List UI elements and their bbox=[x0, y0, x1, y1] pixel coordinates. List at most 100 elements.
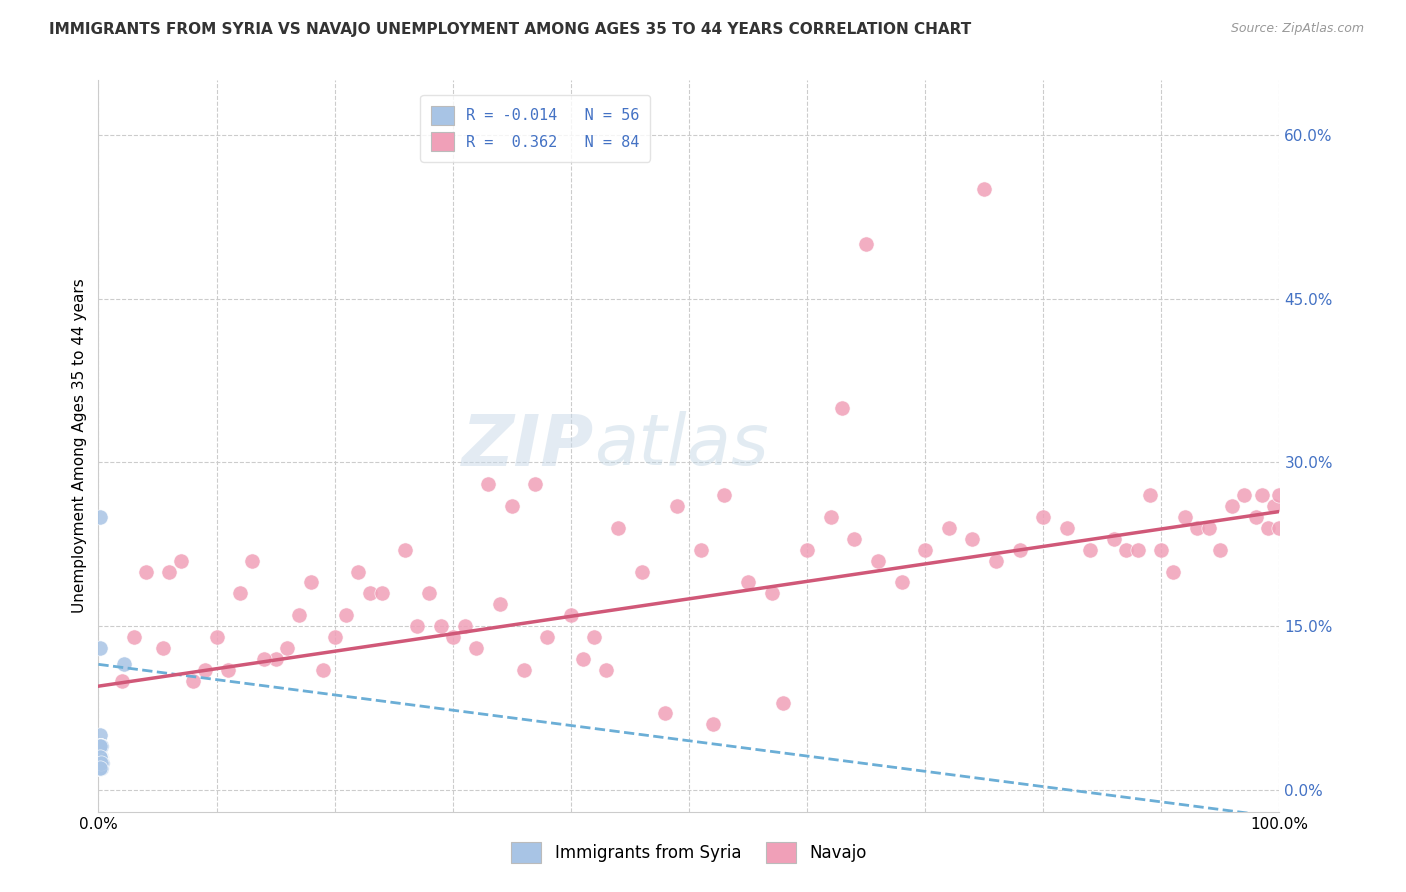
Point bbox=[89, 739, 111, 754]
Point bbox=[89, 739, 111, 754]
Point bbox=[501, 499, 523, 513]
Point bbox=[89, 750, 111, 764]
Point bbox=[524, 477, 547, 491]
Point bbox=[394, 542, 416, 557]
Point bbox=[335, 608, 357, 623]
Point bbox=[914, 542, 936, 557]
Point bbox=[194, 663, 217, 677]
Point bbox=[430, 619, 453, 633]
Point bbox=[135, 565, 157, 579]
Point bbox=[831, 401, 853, 415]
Point bbox=[90, 756, 112, 770]
Point bbox=[90, 739, 112, 754]
Point bbox=[571, 652, 593, 666]
Point bbox=[253, 652, 276, 666]
Point bbox=[89, 761, 111, 775]
Point bbox=[89, 750, 111, 764]
Point bbox=[90, 756, 112, 770]
Point bbox=[90, 739, 112, 754]
Point bbox=[89, 750, 111, 764]
Point bbox=[962, 532, 984, 546]
Point bbox=[89, 750, 111, 764]
Point bbox=[855, 237, 877, 252]
Point bbox=[89, 750, 111, 764]
Point bbox=[1244, 510, 1267, 524]
Point bbox=[90, 739, 112, 754]
Point bbox=[595, 663, 617, 677]
Point bbox=[1115, 542, 1137, 557]
Point bbox=[152, 640, 174, 655]
Point bbox=[359, 586, 381, 600]
Point bbox=[489, 597, 512, 611]
Point bbox=[89, 761, 111, 775]
Point bbox=[89, 728, 111, 742]
Point bbox=[713, 488, 735, 502]
Point bbox=[323, 630, 346, 644]
Point bbox=[288, 608, 311, 623]
Point bbox=[157, 565, 180, 579]
Point bbox=[89, 756, 111, 770]
Point bbox=[1257, 521, 1279, 535]
Text: Source: ZipAtlas.com: Source: ZipAtlas.com bbox=[1230, 22, 1364, 36]
Point bbox=[1126, 542, 1149, 557]
Point bbox=[89, 739, 111, 754]
Point bbox=[1220, 499, 1243, 513]
Legend: Immigrants from Syria, Navajo: Immigrants from Syria, Navajo bbox=[505, 836, 873, 869]
Point bbox=[737, 575, 759, 590]
Point bbox=[90, 761, 112, 775]
Point bbox=[1161, 565, 1184, 579]
Point bbox=[90, 761, 112, 775]
Point bbox=[1008, 542, 1031, 557]
Point bbox=[1032, 510, 1054, 524]
Point bbox=[90, 739, 112, 754]
Point bbox=[91, 756, 114, 770]
Text: IMMIGRANTS FROM SYRIA VS NAVAJO UNEMPLOYMENT AMONG AGES 35 TO 44 YEARS CORRELATI: IMMIGRANTS FROM SYRIA VS NAVAJO UNEMPLOY… bbox=[49, 22, 972, 37]
Point bbox=[1263, 499, 1285, 513]
Point bbox=[1268, 521, 1291, 535]
Point bbox=[89, 510, 111, 524]
Point bbox=[1233, 488, 1256, 502]
Point bbox=[654, 706, 676, 721]
Point bbox=[89, 739, 111, 754]
Point bbox=[1174, 510, 1197, 524]
Point bbox=[91, 756, 114, 770]
Point bbox=[89, 739, 111, 754]
Point bbox=[299, 575, 322, 590]
Point bbox=[89, 750, 111, 764]
Point bbox=[1209, 542, 1232, 557]
Y-axis label: Unemployment Among Ages 35 to 44 years: Unemployment Among Ages 35 to 44 years bbox=[72, 278, 87, 614]
Point bbox=[89, 750, 111, 764]
Point bbox=[111, 673, 134, 688]
Point bbox=[890, 575, 912, 590]
Point bbox=[90, 739, 112, 754]
Point bbox=[1185, 521, 1208, 535]
Point bbox=[453, 619, 475, 633]
Point bbox=[560, 608, 582, 623]
Point bbox=[630, 565, 652, 579]
Point bbox=[418, 586, 440, 600]
Point bbox=[90, 761, 112, 775]
Text: atlas: atlas bbox=[595, 411, 769, 481]
Point bbox=[89, 761, 111, 775]
Point bbox=[984, 554, 1007, 568]
Point bbox=[938, 521, 960, 535]
Point bbox=[666, 499, 689, 513]
Point bbox=[465, 640, 488, 655]
Point bbox=[89, 761, 111, 775]
Point bbox=[1102, 532, 1125, 546]
Point bbox=[371, 586, 394, 600]
Point bbox=[583, 630, 606, 644]
Point bbox=[89, 739, 111, 754]
Point bbox=[89, 761, 111, 775]
Point bbox=[89, 761, 111, 775]
Point bbox=[761, 586, 783, 600]
Point bbox=[90, 750, 112, 764]
Point bbox=[89, 750, 111, 764]
Point bbox=[90, 750, 112, 764]
Point bbox=[89, 640, 111, 655]
Point bbox=[1139, 488, 1161, 502]
Point bbox=[536, 630, 558, 644]
Point bbox=[312, 663, 335, 677]
Point bbox=[89, 761, 111, 775]
Point bbox=[89, 750, 111, 764]
